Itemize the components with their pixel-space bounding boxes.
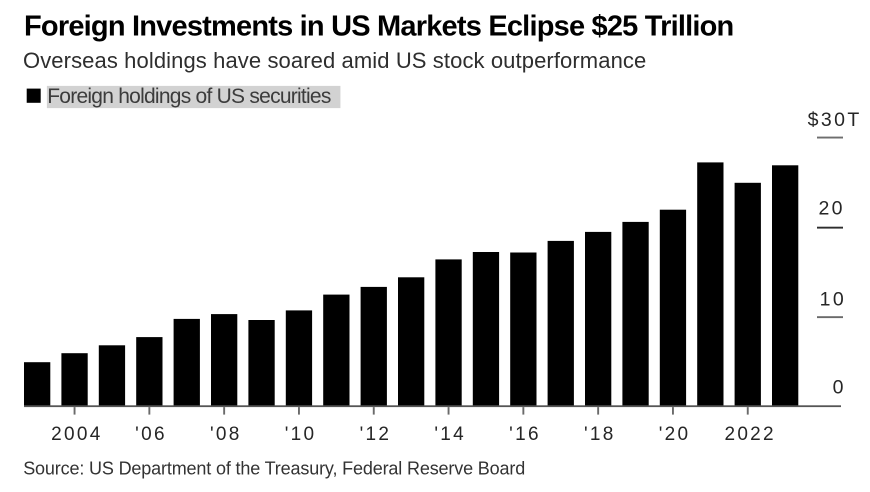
svg-text:'14: '14 — [434, 424, 466, 445]
svg-text:'06: '06 — [135, 424, 167, 445]
svg-text:'08: '08 — [210, 424, 242, 445]
svg-text:2004: 2004 — [51, 424, 102, 445]
svg-text:$30T: $30T — [808, 109, 862, 131]
svg-text:'20: '20 — [659, 424, 691, 445]
svg-text:'10: '10 — [285, 424, 317, 445]
svg-text:10: 10 — [820, 289, 847, 311]
svg-text:0: 0 — [833, 376, 846, 398]
svg-text:'16: '16 — [509, 424, 541, 445]
svg-text:20: 20 — [818, 198, 845, 220]
svg-text:Source: US Department of the T: Source: US Department of the Treasury, F… — [23, 458, 525, 478]
svg-text:Overseas holdings have soared: Overseas holdings have soared amid US st… — [23, 48, 646, 73]
svg-text:'18: '18 — [584, 424, 616, 445]
svg-text:2022: 2022 — [724, 424, 775, 445]
svg-text:Foreign Investments in US Mark: Foreign Investments in US Markets Eclips… — [24, 11, 733, 43]
svg-text:'12: '12 — [360, 424, 392, 445]
svg-text:Foreign holdings of US securit: Foreign holdings of US securities — [47, 85, 331, 108]
